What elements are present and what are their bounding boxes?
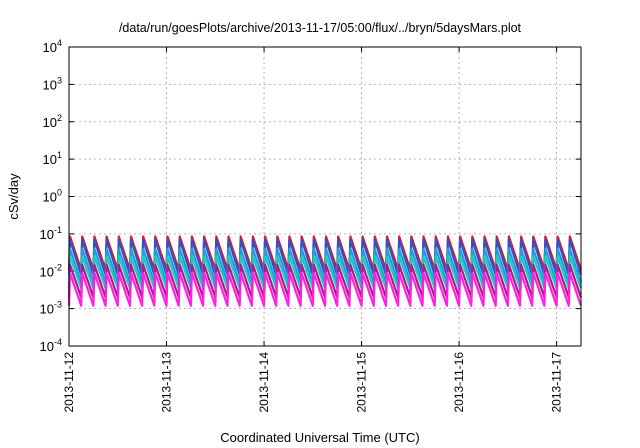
x-tick-label: 2013-11-12 xyxy=(62,352,76,413)
plot-frame xyxy=(68,46,582,347)
y-tick-label: 104 xyxy=(43,38,62,55)
y-tick-label: 10-4 xyxy=(40,337,62,354)
x-tick-label: 2013-11-17 xyxy=(550,352,564,413)
x-tick-label: 2013-11-16 xyxy=(452,352,466,413)
y-tick-label: 10-1 xyxy=(40,225,62,242)
y-tick-label: 10-3 xyxy=(40,300,62,317)
x-tick-label: 2013-11-15 xyxy=(355,352,369,413)
y-tick-label: 102 xyxy=(43,113,62,130)
y-tick-label: 10-2 xyxy=(40,262,62,279)
y-tick-label: 103 xyxy=(43,75,62,92)
series-line-6 xyxy=(67,271,583,307)
y-tick-label: 101 xyxy=(43,150,62,167)
y-tick-label: 100 xyxy=(43,188,62,205)
y-axis-label: cSv/day xyxy=(6,173,21,220)
x-tick-label: 2013-11-13 xyxy=(160,352,174,413)
x-axis-label: Coordinated Universal Time (UTC) xyxy=(220,430,420,445)
x-tick-label: 2013-11-14 xyxy=(257,352,271,413)
chart-title: /data/run/goesPlots/archive/2013-11-17/0… xyxy=(118,21,522,35)
